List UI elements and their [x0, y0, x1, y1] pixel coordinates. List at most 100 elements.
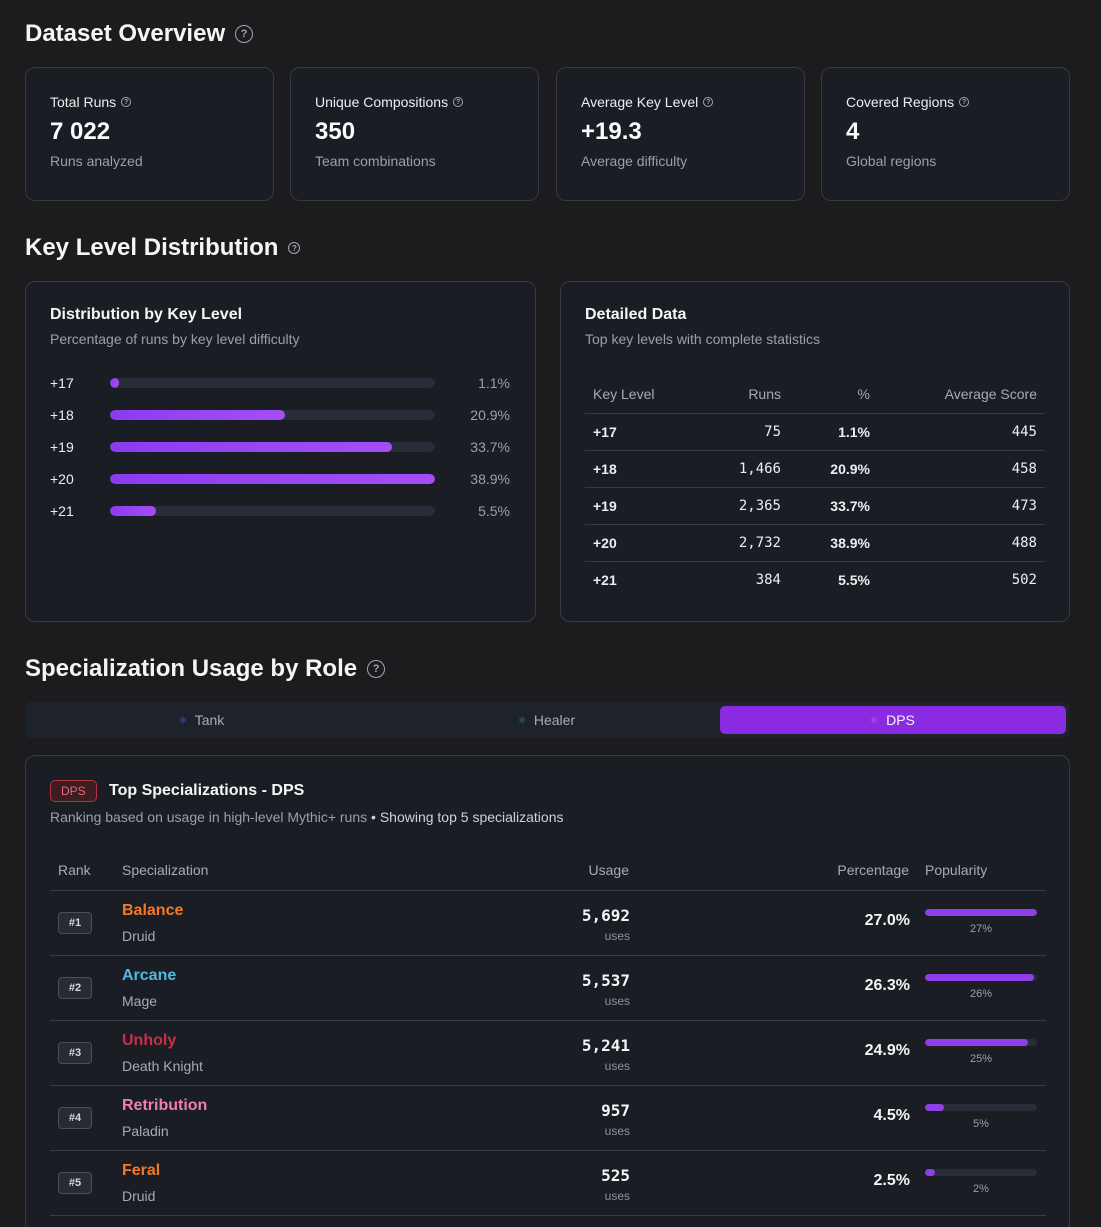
specialization-row[interactable]: #1 Balance Druid 5,692 uses 27.0% 27% — [50, 891, 1046, 955]
bar-category-label: +17 — [50, 375, 74, 391]
bar-value-label: 33.7% — [470, 439, 510, 455]
class-name: Druid — [122, 928, 156, 944]
usage-unit: uses — [604, 1059, 630, 1073]
specialization-name[interactable]: Feral — [122, 1162, 161, 1179]
stat-subtitle: Team combinations — [315, 153, 436, 169]
bar-value-label: 20.9% — [470, 407, 510, 423]
help-icon[interactable]: ? — [235, 25, 254, 43]
tab-healer[interactable]: Healer — [374, 706, 720, 734]
usage-value: 957 — [601, 1101, 630, 1120]
card-title: Top Specializations - DPS — [109, 782, 305, 799]
dataset-overview-title: Dataset Overview — [25, 20, 226, 47]
tab-label: DPS — [886, 712, 915, 728]
runs-cell: 2,732 — [695, 524, 789, 562]
popularity-label: 5% — [973, 1118, 989, 1130]
table-header-row: Key Level Runs % Average Score — [585, 375, 1045, 414]
card-subtitle-extra: • Showing top 5 specializations — [371, 809, 564, 825]
specialization-name[interactable]: Arcane — [122, 967, 177, 984]
column-header-rank[interactable]: Rank — [58, 862, 91, 878]
column-header-key-level[interactable]: Key Level — [585, 375, 695, 414]
column-header-percent[interactable]: % — [789, 375, 878, 414]
usage-value: 5,241 — [581, 1036, 630, 1055]
bar-track — [110, 410, 435, 420]
average-score-cell: 473 — [878, 487, 1045, 525]
table-divider — [50, 890, 1046, 891]
bar-track — [110, 442, 435, 452]
stat-card-covered-regions: Covered Regions? 4 Global regions — [821, 67, 1070, 201]
specialization-name[interactable]: Retribution — [122, 1097, 208, 1114]
role-dot-icon — [518, 717, 525, 723]
table-divider — [50, 1150, 1046, 1151]
popularity-label: 27% — [969, 923, 993, 935]
usage-value: 5,537 — [581, 971, 630, 990]
percent-cell: 38.9% — [789, 524, 878, 562]
table-row: +19 2,365 33.7% 473 — [585, 487, 1045, 525]
column-header-percentage[interactable]: Percentage — [837, 862, 909, 878]
class-name: Mage — [122, 993, 158, 1009]
distribution-bar-row: +17 1.1% — [50, 373, 510, 393]
role-dot-icon — [179, 717, 186, 723]
stat-value: +19.3 — [581, 118, 642, 145]
bar-category-label: +21 — [50, 503, 74, 519]
help-icon[interactable]: ? — [453, 97, 464, 107]
column-header-runs[interactable]: Runs — [695, 375, 789, 414]
help-icon[interactable]: ? — [121, 97, 132, 107]
key-level-cell: +20 — [585, 524, 695, 562]
panel-subtitle: Percentage of runs by key level difficul… — [50, 331, 300, 347]
distribution-bar-row: +20 38.9% — [50, 469, 510, 489]
runs-cell: 2,365 — [695, 487, 789, 525]
bar-fill — [110, 442, 392, 452]
help-icon[interactable]: ? — [959, 97, 970, 107]
column-header-usage[interactable]: Usage — [588, 862, 629, 878]
tab-tank[interactable]: Tank — [29, 706, 375, 734]
stat-label: Unique Compositions — [315, 94, 449, 110]
dataset-overview-heading: Dataset Overview ? — [25, 20, 254, 48]
popularity-label: 2% — [973, 1183, 989, 1195]
stat-card-total-runs: Total Runs? 7 022 Runs analyzed — [25, 67, 274, 201]
tab-dps[interactable]: DPS — [720, 706, 1066, 734]
bar-fill — [110, 474, 435, 484]
table-row: +18 1,466 20.9% 458 — [585, 450, 1045, 488]
percent-cell: 20.9% — [789, 450, 878, 488]
popularity-bar-fill — [925, 1039, 1029, 1046]
popularity-bar-track — [925, 1169, 1037, 1176]
specialization-name[interactable]: Unholy — [122, 1032, 177, 1049]
key-level-cell: +21 — [593, 571, 617, 588]
role-tabs: Tank Healer DPS — [25, 702, 1070, 738]
specialization-row[interactable]: #4 Retribution Paladin 957 uses 4.5% 5% — [50, 1086, 1046, 1150]
detailed-data-table: Key Level Runs % Average Score +17 75 1.… — [585, 375, 1045, 598]
specialization-row[interactable]: #3 Unholy Death Knight 5,241 uses 24.9% 25% — [50, 1021, 1046, 1085]
popularity-label: 26% — [969, 988, 993, 1000]
bar-category-label: +20 — [50, 471, 74, 487]
stat-value: 350 — [315, 118, 356, 145]
usage-unit: uses — [604, 929, 630, 943]
distribution-bar-row: +18 20.9% — [50, 405, 510, 425]
specialization-row[interactable]: #2 Arcane Mage 5,537 uses 26.3% 26% — [50, 956, 1046, 1020]
table-divider — [50, 1215, 1046, 1216]
column-header-popularity[interactable]: Popularity — [925, 862, 988, 878]
table-row: +21 384 5.5% 502 — [585, 561, 1045, 598]
bar-fill — [110, 378, 120, 388]
help-icon[interactable]: ? — [288, 242, 301, 254]
stat-subtitle: Global regions — [846, 153, 937, 169]
rank-badge: #4 — [58, 1107, 92, 1129]
usage-value: 5,692 — [581, 906, 630, 925]
column-header-average-score[interactable]: Average Score — [878, 375, 1045, 414]
help-icon[interactable]: ? — [703, 97, 714, 107]
stat-label: Covered Regions — [846, 94, 955, 110]
help-icon[interactable]: ? — [367, 660, 386, 678]
specialization-row[interactable]: #5 Feral Druid 525 uses 2.5% 2% — [50, 1151, 1046, 1215]
popularity-bar-fill — [925, 1104, 944, 1111]
popularity-bar-track — [925, 1104, 1037, 1111]
distribution-bar-row: +21 5.5% — [50, 501, 510, 521]
stat-label: Total Runs — [50, 94, 117, 110]
specialization-name[interactable]: Balance — [122, 902, 184, 919]
runs-cell: 384 — [755, 571, 781, 588]
average-score-cell: 445 — [878, 413, 1045, 451]
specialization-usage-title: Specialization Usage by Role — [25, 655, 358, 682]
rank-badge: #2 — [58, 977, 92, 999]
bar-fill — [110, 410, 285, 420]
runs-cell: 75 — [695, 413, 789, 451]
column-header-specialization[interactable]: Specialization — [122, 862, 209, 878]
panel-title: Distribution by Key Level — [50, 306, 243, 323]
